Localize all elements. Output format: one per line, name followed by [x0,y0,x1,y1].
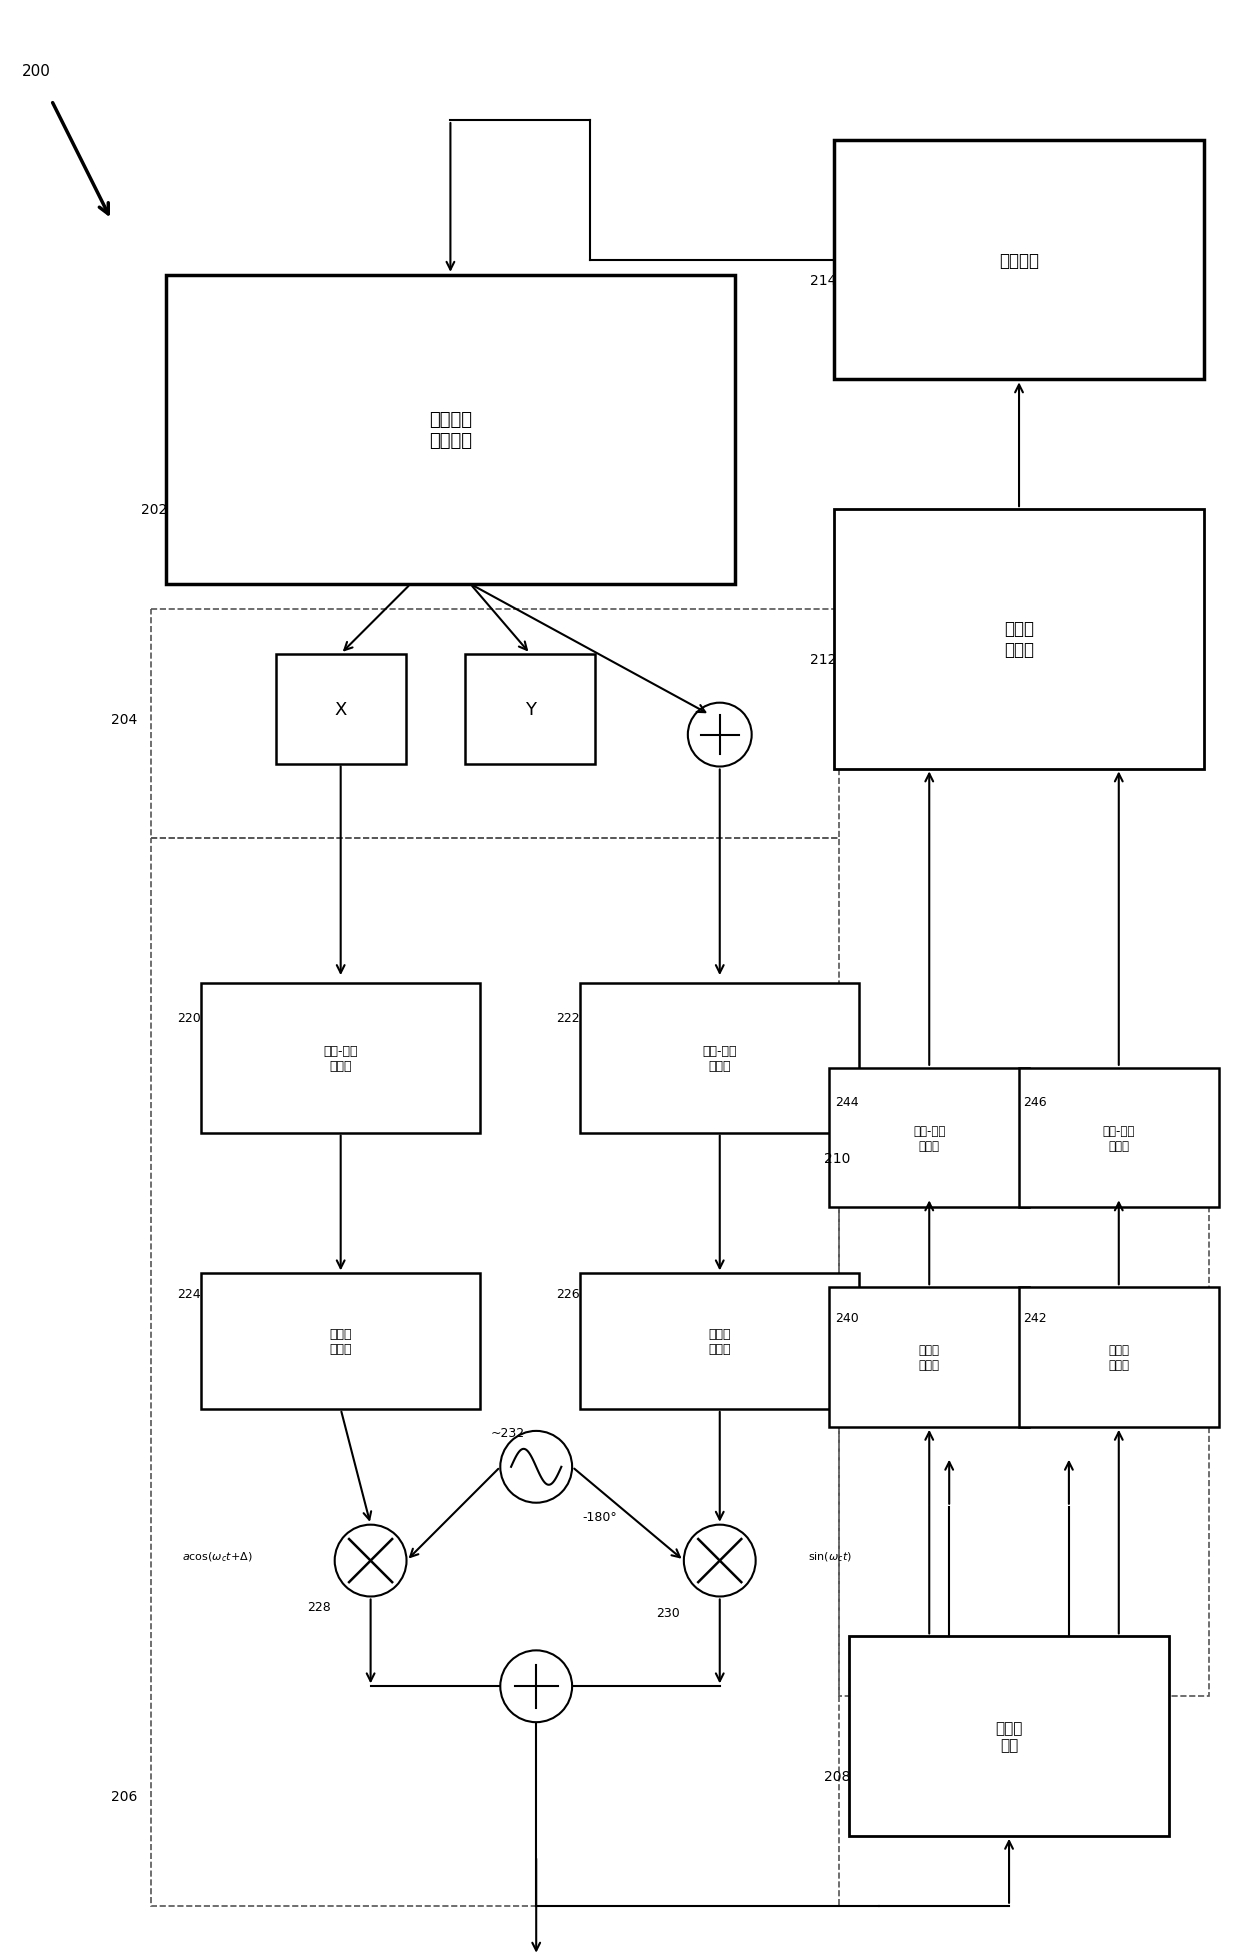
Text: 244: 244 [836,1096,859,1108]
Bar [580,984,859,1133]
Text: 226: 226 [557,1288,580,1299]
Text: Y: Y [525,701,536,718]
Bar [830,1069,1029,1207]
Text: $\sin(\omega_c t)$: $\sin(\omega_c t)$ [807,1550,852,1564]
Text: 基频传
送电路: 基频传 送电路 [708,1327,732,1356]
Text: 基频传
送电路: 基频传 送电路 [919,1343,940,1372]
Text: 214: 214 [810,274,836,288]
Bar [849,1636,1168,1836]
Circle shape [335,1525,407,1597]
Text: 204: 204 [112,712,138,726]
Bar [835,511,1204,769]
Bar [835,141,1204,380]
Text: 220: 220 [177,1012,201,1025]
Circle shape [500,1650,572,1722]
Text: 模拟-数字
转换器: 模拟-数字 转换器 [1102,1123,1135,1153]
Bar [830,1288,1029,1427]
Text: X: X [335,701,347,718]
Bar [1019,1288,1219,1427]
Bar [1019,1069,1219,1207]
Text: 210: 210 [823,1151,849,1164]
Circle shape [683,1525,755,1597]
Text: 228: 228 [306,1601,331,1613]
Circle shape [500,1431,572,1503]
Text: 208: 208 [823,1769,849,1783]
Text: 控制单元: 控制单元 [999,252,1039,270]
Text: $a\cos(\omega_c t{+}\Delta)$: $a\cos(\omega_c t{+}\Delta)$ [182,1550,252,1564]
Text: 206: 206 [112,1789,138,1802]
Bar [839,1108,1209,1697]
Text: 基频传
送电路: 基频传 送电路 [330,1327,352,1356]
Text: 数字-模拟
转换器: 数字-模拟 转换器 [703,1045,737,1072]
Bar [580,1274,859,1409]
Text: 基频传
送电路: 基频传 送电路 [1109,1343,1130,1372]
Circle shape [688,703,751,767]
Text: 模拟-数字
转换器: 模拟-数字 转换器 [913,1123,945,1153]
Text: 数字-模拟
转换器: 数字-模拟 转换器 [324,1045,358,1072]
Bar [201,984,480,1133]
Bar [275,654,405,763]
Text: 202: 202 [141,503,167,517]
Text: 240: 240 [836,1311,859,1325]
Bar [151,840,839,1906]
Text: 频谱分
析单元: 频谱分 析单元 [1004,620,1034,660]
Bar [151,609,839,840]
Text: 224: 224 [177,1288,201,1299]
Text: 212: 212 [810,652,836,667]
Bar [465,654,595,763]
Text: 自混频
单元: 自混频 单元 [996,1720,1023,1752]
Text: 242: 242 [1023,1311,1047,1325]
Text: 230: 230 [656,1607,680,1618]
Bar [166,276,735,585]
Text: ~232: ~232 [490,1427,525,1440]
Text: 200: 200 [21,65,51,78]
Text: 222: 222 [557,1012,580,1025]
Bar [201,1274,480,1409]
Text: 测试信号
产生单元: 测试信号 产生单元 [429,411,472,450]
Text: 246: 246 [1023,1096,1047,1108]
Text: -180°: -180° [583,1511,618,1523]
